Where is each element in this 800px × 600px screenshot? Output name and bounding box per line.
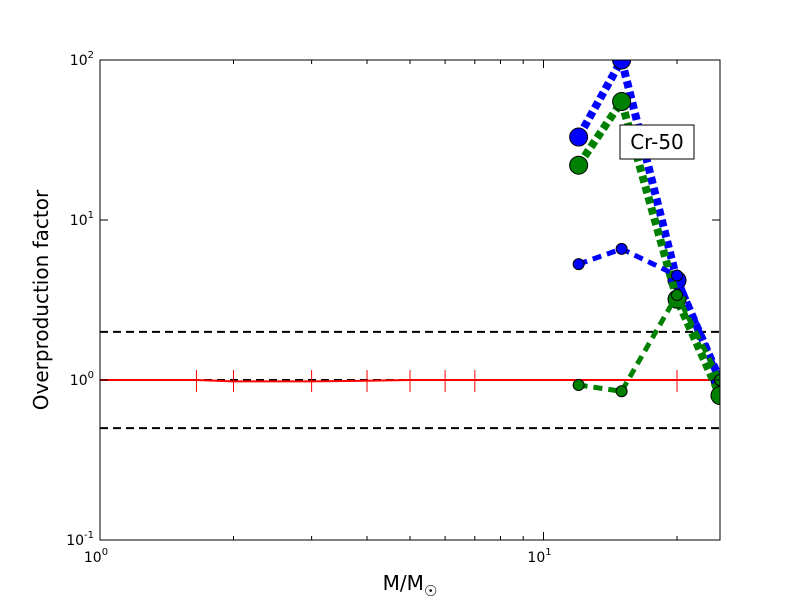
series-0-point-1 xyxy=(612,60,632,70)
series-line-3 xyxy=(578,289,720,395)
y-tick-label-exp: 1 xyxy=(88,210,94,221)
series-1-point-1 xyxy=(612,92,632,112)
y-tick-label-1: 101 xyxy=(70,210,94,229)
x-axis-label-main: M/M xyxy=(383,571,424,595)
x-tick-label-0: 100 xyxy=(84,547,108,566)
series-3-point-1 xyxy=(615,385,628,398)
x-tick-label-base: 10 xyxy=(527,550,545,566)
x-tick-label-exp: 0 xyxy=(102,547,108,558)
series-2-point-2 xyxy=(671,269,684,282)
y-tick-label-base: 10 xyxy=(70,373,88,389)
annotation-box: Cr-50 xyxy=(619,124,695,160)
annotation-label: Cr-50 xyxy=(630,130,684,154)
series-line-2 xyxy=(577,246,720,381)
series-1-point-3 xyxy=(710,386,720,406)
plot-frame xyxy=(99,59,721,541)
x-tick-label-base: 10 xyxy=(84,550,102,566)
series-0-point-0 xyxy=(569,127,589,147)
series-2-point-0 xyxy=(572,258,585,271)
series-1-point-0 xyxy=(569,155,589,175)
y-tick-label-exp: 2 xyxy=(88,50,94,61)
series-line-1 xyxy=(575,92,720,398)
plot-background xyxy=(100,60,720,540)
series-2-point-1 xyxy=(615,242,628,255)
series-3-point-0 xyxy=(572,379,585,392)
x-tick-label-1: 101 xyxy=(527,547,551,566)
annotation-frame xyxy=(619,124,695,160)
x-axis-label-sub: ☉ xyxy=(424,582,437,600)
y-tick-label-base: 10 xyxy=(66,533,84,549)
y-tick-label-base: 10 xyxy=(70,53,88,69)
y-tick-label-base: 10 xyxy=(70,213,88,229)
series-3-point-2 xyxy=(671,288,684,301)
y-tick-label-exp: 0 xyxy=(88,370,94,381)
y-tick-label-0: 100 xyxy=(70,370,94,389)
reference-series-line xyxy=(100,379,720,383)
y-tick-label-2: 102 xyxy=(70,50,94,69)
x-tick-label-exp: 1 xyxy=(545,547,551,558)
reference-series xyxy=(100,370,720,392)
y-tick-label--1: 10-1 xyxy=(66,530,94,549)
x-axis-label: M/M☉ xyxy=(383,571,438,600)
y-tick-label-exp: -1 xyxy=(84,530,94,541)
series-layer xyxy=(569,60,720,406)
y-axis-label: Overproduction factor xyxy=(29,189,53,410)
